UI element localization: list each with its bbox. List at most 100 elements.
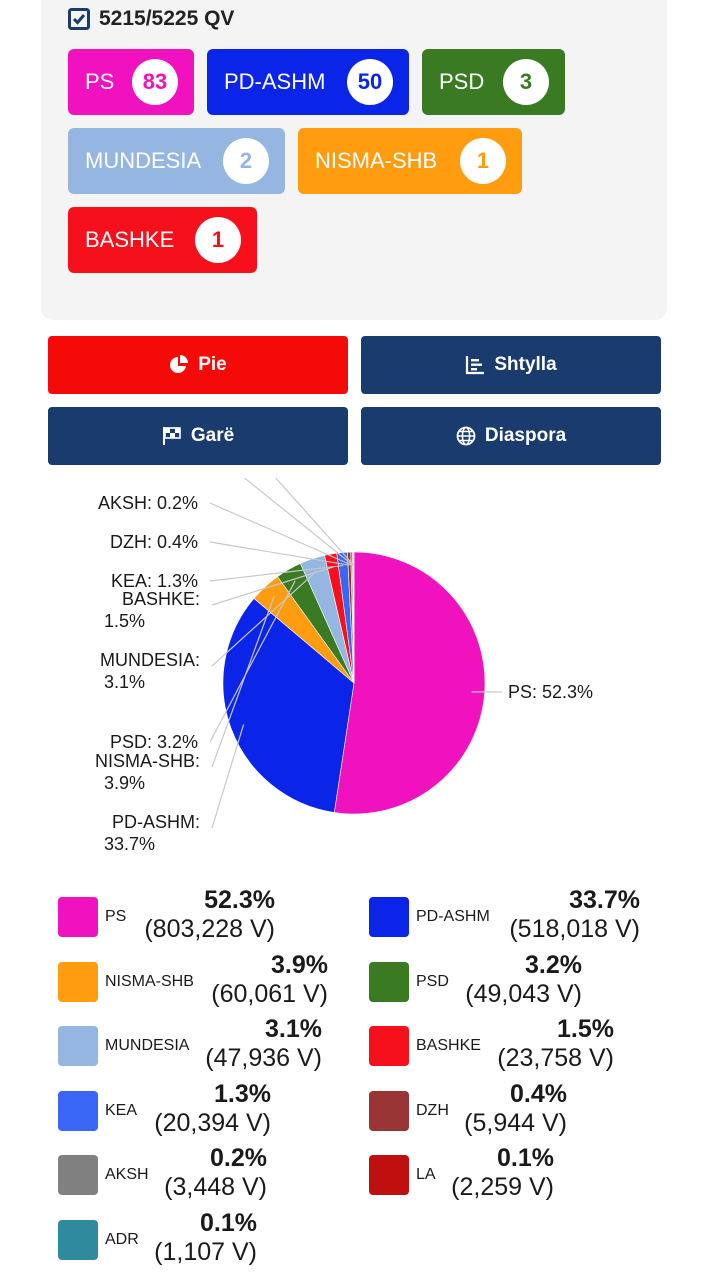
seat-count: 50 <box>347 59 393 105</box>
legend-values: 3.2% (49,043 V) <box>465 951 582 1009</box>
legend-values: 1.5% (23,758 V) <box>497 1015 614 1073</box>
legend-item-ps[interactable]: PS 52.3% (803,228 V) <box>58 886 378 950</box>
legend-party-name: NISMA-SHB <box>105 972 194 990</box>
seat-badge-nisma-shb[interactable]: NISMA-SHB 1 <box>298 128 522 194</box>
legend-swatch <box>369 1026 409 1066</box>
leader-line-dzh <box>209 541 350 566</box>
checkbox-icon <box>68 8 90 30</box>
legend-party-name: AKSH <box>105 1166 149 1183</box>
legend-party-name: PD-ASHM <box>416 908 490 925</box>
legend-swatch <box>369 1155 409 1195</box>
legend-values: 1.3% (20,394 V) <box>154 1080 271 1138</box>
seat-count: 3 <box>503 59 549 105</box>
race-view-button[interactable]: Garë <box>48 407 348 465</box>
legend-item-la[interactable]: LA 0.1% (2,259 V) <box>369 1144 689 1208</box>
legend-values: 0.2% (3,448 V) <box>164 1144 267 1202</box>
legend-item-aksh[interactable]: AKSH 0.2% (3,448 V) <box>58 1144 378 1208</box>
legend-votes: (20,394 V) <box>154 1108 271 1137</box>
seat-badge-bashke[interactable]: BASHKE 1 <box>68 207 257 273</box>
seat-badge-psd[interactable]: PSD 3 <box>422 49 565 115</box>
legend-votes: (803,228 V) <box>144 915 275 943</box>
legend-percent: 1.5% <box>557 1015 614 1043</box>
legend-percent: 3.2% <box>525 950 582 979</box>
legend-percent: 0.1% <box>497 1144 554 1172</box>
bar-view-button[interactable]: Shtylla <box>361 336 661 394</box>
slice-label-dzh: DZH: 0.4% <box>110 532 198 552</box>
slice-label-aksh: AKSH: 0.2% <box>98 493 198 513</box>
seat-badge-label: BASHKE <box>85 227 175 252</box>
legend-percent: 3.1% <box>265 1015 322 1043</box>
legend-values: 33.7% (518,018 V) <box>509 886 640 944</box>
slice-label-nisma-shb: NISMA-SHB: 3.9% <box>95 751 200 793</box>
pie-view-button[interactable]: Pie <box>48 336 348 394</box>
leader-line-nisma-shb <box>211 596 275 768</box>
legend-item-adr[interactable]: ADR 0.1% (1,107 V) <box>58 1209 378 1273</box>
legend-item-pd-ashm[interactable]: PD-ASHM 33.7% (518,018 V) <box>369 886 689 950</box>
leader-line-kea <box>209 564 344 582</box>
legend-party-name: MUNDESIA <box>105 1037 190 1054</box>
legend-values: 52.3% (803,228 V) <box>144 886 275 944</box>
legend-swatch <box>58 961 98 1002</box>
legend-percent: 3.9% <box>271 950 328 979</box>
legend-item-psd[interactable]: PSD 3.2% (49,043 V) <box>369 951 689 1015</box>
qv-label: 5215/5225 QV <box>99 7 235 30</box>
slice-label-mundesia: MUNDESIA: 3.1% <box>100 650 200 692</box>
seat-badge-mundesia[interactable]: MUNDESIA 2 <box>68 128 285 194</box>
legend-party-name: DZH <box>416 1101 449 1119</box>
slice-label-bashke: BASHKE: 1.5% <box>104 589 200 631</box>
legend-swatch <box>58 1155 98 1195</box>
leader-line-mundesia <box>211 570 317 667</box>
legend-percent: 0.2% <box>210 1144 267 1172</box>
seat-count: 83 <box>132 59 178 105</box>
legend-item-dzh[interactable]: DZH 0.4% (5,944 V) <box>369 1080 689 1144</box>
polling-stations-count: 5215/5225 QV <box>68 6 234 32</box>
pie-slice-adr[interactable] <box>352 551 355 684</box>
legend-values: 0.4% (5,944 V) <box>464 1080 567 1138</box>
legend-item-kea[interactable]: KEA 1.3% (20,394 V) <box>58 1080 378 1144</box>
leader-line-aksh <box>209 502 353 566</box>
legend-percent: 33.7% <box>569 886 640 914</box>
race-view-label: Garë <box>190 425 235 446</box>
legend-swatch <box>369 1090 409 1131</box>
seat-badge-label: PD-ASHM <box>224 69 326 94</box>
legend-party-name: PS <box>105 908 127 925</box>
slice-label-pd-ashm: PD-ASHM: 33.7% <box>104 812 200 854</box>
seat-badge-pd-ashm[interactable]: PD-ASHM 50 <box>207 49 409 115</box>
legend-percent: 52.3% <box>204 886 275 914</box>
legend-votes: (60,061 V) <box>211 979 328 1008</box>
legend-values: 0.1% (2,259 V) <box>451 1144 554 1202</box>
pie-chart-icon <box>170 355 189 373</box>
seat-count: 1 <box>195 217 241 263</box>
legend-item-bashke[interactable]: BASHKE 1.5% (23,758 V) <box>369 1015 689 1079</box>
legend-swatch <box>369 897 409 937</box>
pie-slice-ps[interactable] <box>333 551 486 815</box>
legend-votes: (1,107 V) <box>154 1237 257 1266</box>
legend-party-name: BASHKE <box>416 1037 481 1054</box>
leader-line-psd <box>209 580 296 743</box>
legend-percent: 1.3% <box>214 1079 271 1108</box>
bar-chart-icon <box>466 356 485 375</box>
legend-item-mundesia[interactable]: MUNDESIA 3.1% (47,936 V) <box>58 1015 378 1079</box>
slice-label-kea: KEA: 1.3% <box>111 571 198 591</box>
legend-swatch <box>58 1219 98 1260</box>
seat-badge-label: PSD <box>439 69 485 94</box>
leader-line-adr <box>274 478 355 566</box>
seat-badge-label: MUNDESIA <box>85 148 202 173</box>
legend-votes: (23,758 V) <box>497 1044 614 1072</box>
legend-votes: (49,043 V) <box>465 979 582 1008</box>
legend-item-nisma-shb[interactable]: NISMA-SHB 3.9% (60,061 V) <box>58 951 378 1015</box>
seat-badge-ps[interactable]: PS 83 <box>68 49 194 115</box>
legend-votes: (47,936 V) <box>205 1044 322 1072</box>
legend-party-name: PSD <box>416 972 449 990</box>
legend-percent: 0.4% <box>510 1079 567 1108</box>
diaspora-view-button[interactable]: Diaspora <box>361 407 661 465</box>
legend-votes: (5,944 V) <box>464 1108 567 1137</box>
pie-slice-pd-ashm[interactable] <box>222 597 355 813</box>
leader-line-la <box>243 478 354 566</box>
seat-badge-label: NISMA-SHB <box>315 148 438 173</box>
slice-label-psd: PSD: 3.2% <box>110 732 198 752</box>
legend-values: 3.1% (47,936 V) <box>205 1015 322 1073</box>
legend-party-name: ADR <box>105 1230 139 1248</box>
slice-label-ps: PS: 52.3% <box>508 682 593 702</box>
legend-percent: 0.1% <box>200 1208 257 1237</box>
